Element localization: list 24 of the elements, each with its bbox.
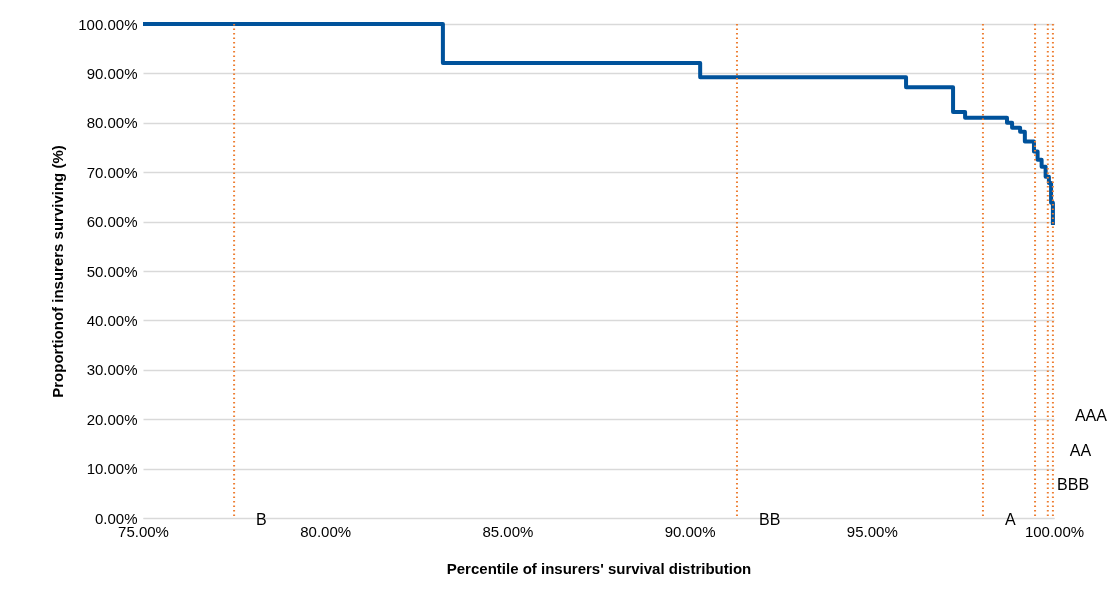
y-tick-label: 100.00% [78, 15, 138, 33]
ref-line-label: BBB [1057, 476, 1090, 494]
y-axis-title: Proportionof insurers surviving (%) [49, 145, 67, 398]
x-tick-label: 95.00% [846, 522, 898, 540]
ref-line-label: AA [1069, 441, 1092, 459]
x-axis-title: Percentile of insurers' survival distribution [446, 559, 752, 577]
x-tick-label: 80.00% [300, 522, 352, 540]
x-tick-label: 100.00% [1024, 522, 1085, 540]
x-tick-label: 90.00% [664, 522, 716, 540]
y-tick-label: 60.00% [86, 213, 138, 231]
y-tick-label: 90.00% [86, 64, 138, 82]
y-tick-label: 30.00% [86, 361, 138, 379]
ref-line-label: BB [758, 511, 781, 528]
y-tick-label: 0.00% [94, 509, 138, 527]
y-tick-label: 50.00% [86, 262, 138, 280]
y-tick-label: 40.00% [86, 311, 138, 329]
y-tick-label: 70.00% [86, 163, 138, 181]
ref-line-label: B [256, 511, 267, 528]
ref-line-label: AAA [1074, 407, 1108, 425]
y-tick-label: 10.00% [86, 460, 138, 478]
y-tick-label: 80.00% [86, 114, 138, 132]
ref-line-label: A [1004, 511, 1016, 528]
x-tick-label: 85.00% [482, 522, 534, 540]
y-tick-label: 20.00% [86, 410, 138, 428]
